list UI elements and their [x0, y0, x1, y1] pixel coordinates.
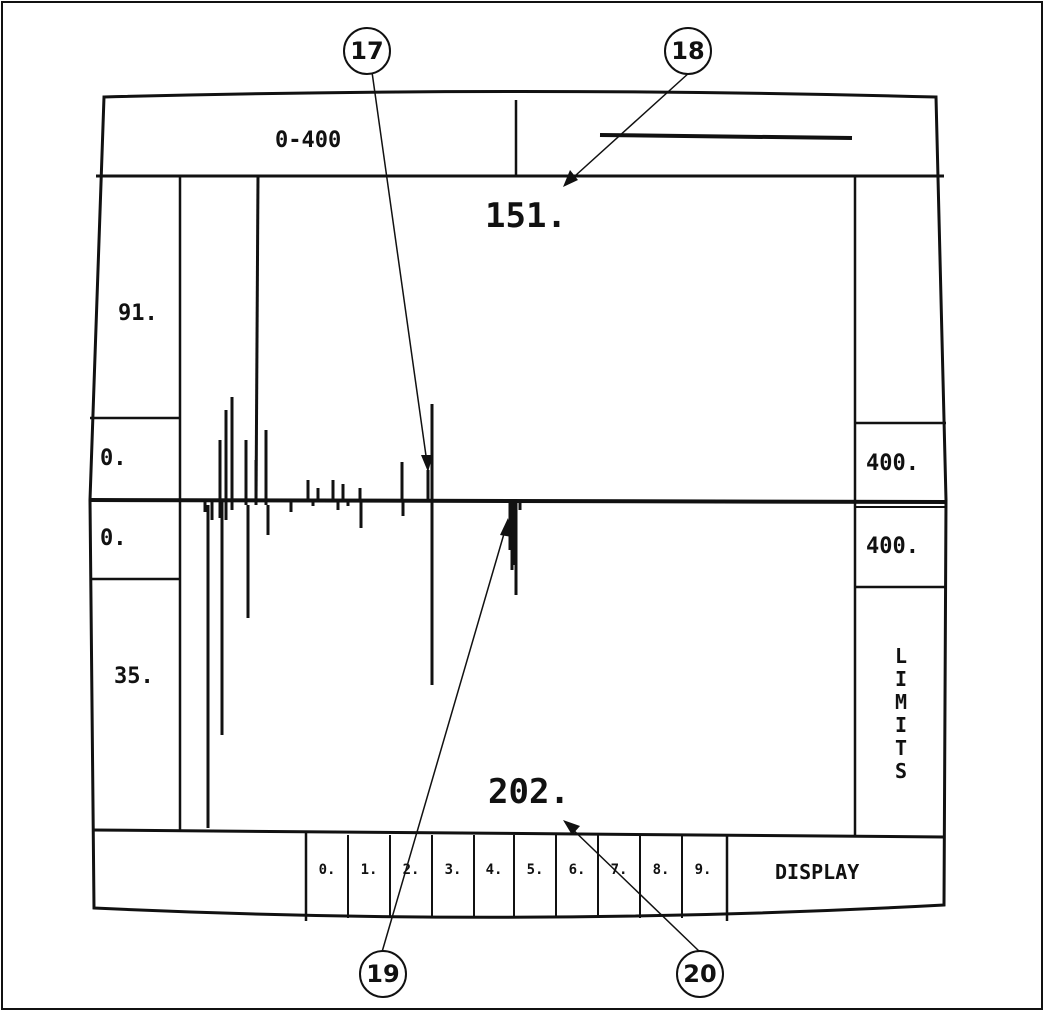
- left-lower-value: 35.: [114, 664, 154, 689]
- spectrum-peaks: [203, 397, 522, 735]
- callout-19: 19: [359, 950, 407, 998]
- baseline: [89, 498, 947, 504]
- header-status-bar: [599, 133, 853, 140]
- left-upper-value: 91.: [118, 301, 158, 326]
- callout-18: 18: [664, 27, 712, 75]
- header-range-label: 0-400: [275, 128, 342, 153]
- left-lower-mid-value: 0.: [100, 526, 127, 551]
- softkey-7[interactable]: 7.: [610, 862, 628, 878]
- screen-bezel: [88, 90, 948, 919]
- softkey-dividers: [347, 835, 683, 918]
- right-upper-value: 400.: [866, 451, 919, 476]
- callout-17: 17: [343, 27, 391, 75]
- display-button[interactable]: DISPLAY: [775, 860, 860, 884]
- callout-20: 20: [676, 950, 724, 998]
- plot-bottom-value: 202.: [488, 772, 570, 812]
- softkey-1[interactable]: 1.: [360, 862, 378, 878]
- limits-letter: I: [894, 667, 908, 691]
- callout-arrowheads: [421, 170, 580, 835]
- callout-leaders: [371, 71, 701, 953]
- softkey-0[interactable]: 0.: [318, 862, 336, 878]
- softkey-3[interactable]: 3.: [444, 862, 462, 878]
- bottom-bar-divider: [91, 828, 945, 839]
- limits-letter: M: [894, 690, 908, 714]
- softkey-4[interactable]: 4.: [485, 862, 503, 878]
- softkey-6[interactable]: 6.: [568, 862, 586, 878]
- softkey-5[interactable]: 5.: [526, 862, 544, 878]
- limits-letter: S: [894, 759, 908, 783]
- plot-top-value: 151.: [485, 196, 567, 236]
- limits-letter: L: [894, 644, 908, 668]
- softkey-9[interactable]: 9.: [694, 862, 712, 878]
- softkey-8[interactable]: 8.: [652, 862, 670, 878]
- limits-letter: T: [894, 736, 908, 760]
- limits-letter: I: [894, 713, 908, 737]
- left-upper-mid-value: 0.: [100, 446, 127, 471]
- cursor-line: [254, 175, 260, 506]
- right-lower-value: 400.: [866, 534, 919, 559]
- softkey-2[interactable]: 2.: [402, 862, 420, 878]
